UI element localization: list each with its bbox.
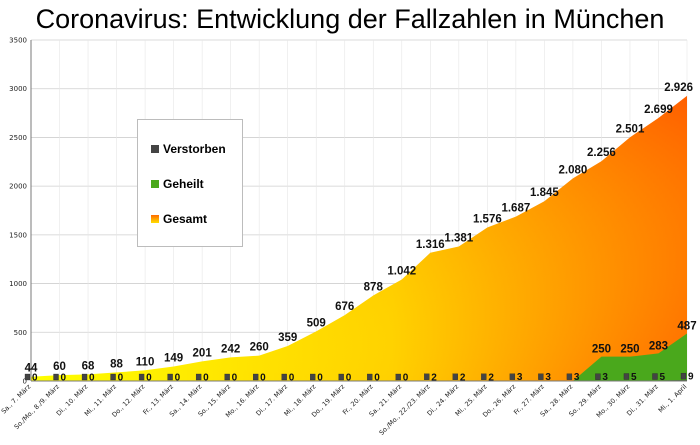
verstorben-label: 2 xyxy=(431,372,437,383)
verstorben-marker xyxy=(24,373,31,381)
legend-label-geheilt: Geheilt xyxy=(163,177,204,191)
verstorben-marker xyxy=(623,373,630,380)
gesamt-label: 2.699 xyxy=(644,104,673,116)
verstorben-label: 0 xyxy=(317,373,323,384)
verstorben-marker xyxy=(310,373,316,381)
verstorben-marker xyxy=(81,373,88,381)
verstorben-marker xyxy=(481,373,487,380)
gesamt-label: 509 xyxy=(307,317,326,329)
verstorben-marker xyxy=(538,373,544,380)
verstorben-label: 5 xyxy=(631,372,637,383)
area-series xyxy=(31,95,687,381)
geheilt-area xyxy=(31,333,687,381)
legend-label-gesamt: Gesamt xyxy=(163,212,208,226)
verstorben-marker xyxy=(110,373,116,381)
geheilt-label: 250 xyxy=(592,344,611,356)
verstorben-marker xyxy=(138,373,145,381)
verstorben-marker xyxy=(595,373,601,380)
verstorben-label: 3 xyxy=(545,372,551,383)
verstorben-marker xyxy=(338,373,344,381)
geheilt-label: 487 xyxy=(677,321,696,333)
gesamt-label: 110 xyxy=(136,356,155,368)
gesamt-label: 1.042 xyxy=(387,265,416,277)
gesamt-label: 68 xyxy=(82,360,95,372)
verstorben-label: 0 xyxy=(232,373,238,384)
verstorben-marker xyxy=(367,373,373,381)
verstorben-marker xyxy=(167,373,173,381)
verstorben-label: 5 xyxy=(659,372,665,383)
gesamt-label: 242 xyxy=(221,343,240,355)
gesamt-label: 878 xyxy=(364,281,384,293)
verstorben-marker xyxy=(281,373,287,381)
legend-swatch-geheilt xyxy=(151,180,159,188)
verstorben-label: 0 xyxy=(118,373,124,384)
legend: Verstorben Geheilt Gesamt xyxy=(137,119,243,247)
verstorben-marker xyxy=(195,373,202,381)
gesamt-area-shade xyxy=(31,95,687,381)
verstorben-marker xyxy=(224,373,230,381)
verstorben-label: 3 xyxy=(574,372,580,383)
legend-swatch-verstorben xyxy=(151,145,159,153)
verstorben-label: 0 xyxy=(89,373,95,384)
verstorben-marker xyxy=(395,373,401,381)
verstorben-marker xyxy=(253,373,259,381)
verstorben-label: 0 xyxy=(203,373,209,384)
verstorben-label: 0 xyxy=(374,373,380,384)
verstorben-label: 0 xyxy=(260,373,266,384)
y-tick-label: 0 xyxy=(23,378,27,386)
verstorben-label: 2 xyxy=(488,372,494,383)
verstorben-marker xyxy=(652,373,658,380)
x-tick-label: Mi., 1. April xyxy=(657,383,689,415)
verstorben-label: 3 xyxy=(602,372,608,383)
gesamt-label: 1.316 xyxy=(416,239,445,251)
verstorben-marker xyxy=(680,372,687,380)
y-tick-label: 3000 xyxy=(9,85,27,93)
geheilt-label: 250 xyxy=(620,344,639,356)
y-tick-label: 2000 xyxy=(9,183,27,191)
gesamt-label: 201 xyxy=(193,347,213,359)
y-tick-label: 500 xyxy=(14,329,27,337)
gesamt-label: 2.080 xyxy=(559,164,588,176)
gesamt-label: 1.576 xyxy=(473,213,502,225)
gesamt-label: 2.256 xyxy=(587,147,616,159)
verstorben-label: 3 xyxy=(517,372,523,383)
verstorben-label: 0 xyxy=(403,373,409,384)
verstorben-marker xyxy=(566,373,573,380)
gesamt-label: 676 xyxy=(335,301,354,313)
y-tick-label: 1000 xyxy=(9,280,27,288)
gesamt-label: 88 xyxy=(110,358,123,370)
chart-title: Coronavirus: Entwicklung der Fallzahlen … xyxy=(35,4,665,34)
verstorben-marker xyxy=(509,373,516,380)
gesamt-label: 44 xyxy=(25,363,38,375)
verstorben-marker xyxy=(424,373,430,380)
verstorben-label: 0 xyxy=(289,373,295,384)
gesamt-label: 1.845 xyxy=(530,187,559,199)
verstorben-label: 9 xyxy=(688,372,694,383)
legend-label-verstorben: Verstorben xyxy=(163,142,226,156)
gesamt-label: 1.687 xyxy=(501,203,530,215)
geheilt-label: 283 xyxy=(649,340,668,352)
legend-swatch-gesamt xyxy=(151,215,159,223)
gesamt-label: 260 xyxy=(250,342,269,354)
gesamt-label: 60 xyxy=(53,361,66,373)
gesamt-label: 149 xyxy=(164,352,183,364)
verstorben-label: 0 xyxy=(32,373,38,384)
verstorben-label: 0 xyxy=(146,373,152,384)
verstorben-label: 0 xyxy=(175,373,181,384)
x-tick-label: So./Mo., 22./23. März xyxy=(378,382,433,437)
gesamt-label: 359 xyxy=(278,332,297,344)
verstorben-label: 2 xyxy=(460,372,466,383)
verstorben-label: 0 xyxy=(346,373,352,384)
verstorben-marker xyxy=(53,373,59,381)
y-tick-label: 2500 xyxy=(9,134,27,142)
y-tick-label: 1500 xyxy=(9,231,27,239)
y-tick-label: 3500 xyxy=(9,37,27,45)
gesamt-label: 2.926 xyxy=(664,82,693,94)
gesamt-label: 1.381 xyxy=(444,232,473,244)
verstorben-label: 0 xyxy=(61,373,67,384)
verstorben-marker xyxy=(452,373,458,380)
gesamt-label: 2.501 xyxy=(616,123,645,135)
